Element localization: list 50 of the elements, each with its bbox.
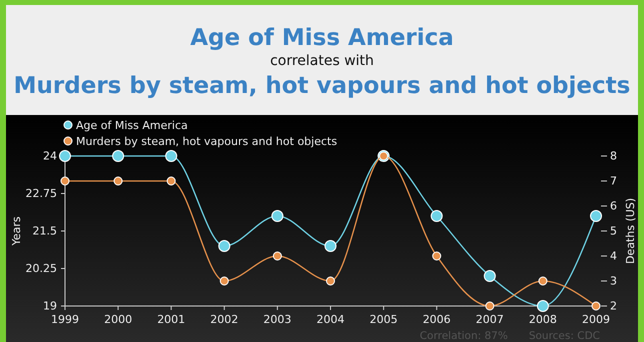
point <box>592 302 600 310</box>
y2-tick-label: 6 <box>610 200 617 212</box>
point <box>590 210 602 222</box>
x-tick-label: 2001 <box>157 313 186 326</box>
y2-tick-label: 7 <box>610 174 617 188</box>
y-axis-title: Years <box>10 216 23 247</box>
point <box>485 302 494 310</box>
point <box>271 210 284 222</box>
point <box>60 176 70 186</box>
y2-tick-label: 8 <box>610 150 617 162</box>
y2-tick-label: 5 <box>610 224 617 238</box>
point <box>220 276 229 286</box>
point <box>484 270 496 282</box>
y-tick-label: 24 <box>43 150 57 162</box>
y2-axis-title: Deaths (US) <box>624 198 637 264</box>
legend-label: Murders by steam, hot vapours and hot objects <box>76 135 338 148</box>
point <box>166 176 176 186</box>
point <box>324 240 336 252</box>
x-tick-label: 2000 <box>104 313 132 326</box>
point <box>430 210 443 222</box>
x-tick-label: 2006 <box>422 313 451 326</box>
y-tick-label: 21.5 <box>32 224 57 238</box>
point <box>165 150 178 162</box>
y2-tick-label: 4 <box>610 250 617 262</box>
point <box>272 252 282 260</box>
chart-subtitle: correlates with <box>270 53 374 69</box>
y-tick-label: 19 <box>43 300 57 312</box>
y-tick-label: 20.25 <box>26 262 57 275</box>
point <box>536 300 549 312</box>
x-tick-label: 2004 <box>316 313 344 326</box>
x-tick-label: 2002 <box>210 313 238 326</box>
point <box>218 240 230 252</box>
y2-tick-label: 2 <box>610 300 617 312</box>
point <box>114 176 123 186</box>
text: Murders by steam, hot vapours and hot objects <box>14 73 630 99</box>
point <box>432 252 442 260</box>
legend-label: Age of Miss America <box>76 119 188 132</box>
point <box>112 150 124 162</box>
y2-tick-label: 3 <box>610 274 617 288</box>
x-tick-label: 2009 <box>582 313 610 326</box>
x-tick-label: 1999 <box>51 313 79 326</box>
chart-title: Age of Miss America <box>190 25 454 51</box>
x-tick-label: 2003 <box>263 313 292 326</box>
point <box>538 276 548 286</box>
x-tick-label: 2008 <box>528 313 557 326</box>
y-tick-label: 22.75 <box>26 187 57 200</box>
point <box>59 150 71 162</box>
point <box>326 276 335 286</box>
x-tick-label: 2007 <box>476 313 504 326</box>
x-tick-label: 2005 <box>370 313 398 326</box>
